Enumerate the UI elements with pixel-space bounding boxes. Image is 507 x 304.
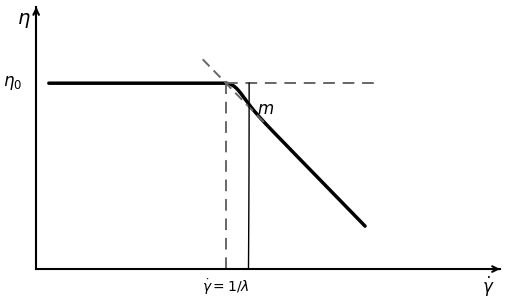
Text: $\eta_0$: $\eta_0$ xyxy=(4,74,22,92)
Text: $m$: $m$ xyxy=(258,100,274,118)
Text: $\dot{\gamma}$: $\dot{\gamma}$ xyxy=(482,275,495,299)
Text: $\eta$: $\eta$ xyxy=(18,11,31,29)
Text: $\dot{\gamma} = 1/\lambda$: $\dot{\gamma} = 1/\lambda$ xyxy=(202,277,250,297)
